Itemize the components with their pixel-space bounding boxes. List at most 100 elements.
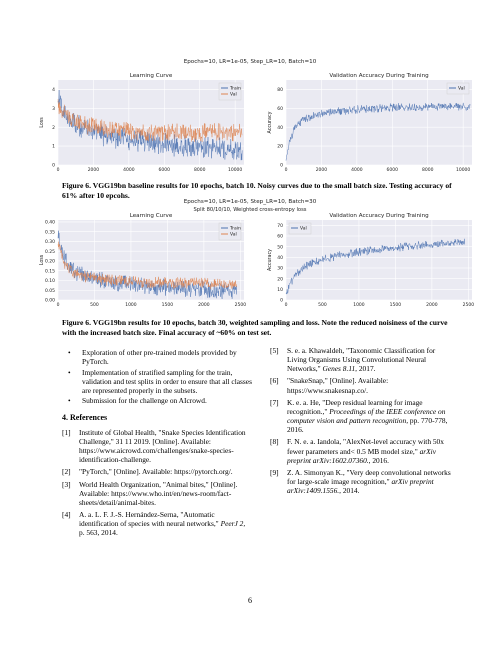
left-column: • Exploration of other pre-trained models… xyxy=(62,348,252,540)
x-tick-label: 4000 xyxy=(351,167,363,173)
x-tick-label: 0 xyxy=(57,167,60,173)
references-left: [1] Institute of Global Health, "Snake Sp… xyxy=(62,428,252,538)
legend-box xyxy=(218,82,242,101)
series-line xyxy=(57,99,243,142)
x-tick-label: 1000 xyxy=(125,302,137,308)
figure-2-caption: Figure 6. VGG19bn results for 10 epochs,… xyxy=(62,318,448,337)
y-tick-label: 80 xyxy=(277,87,283,93)
bullet-item: • Implementation of stratified sampling f… xyxy=(62,368,252,395)
reference-text: F. N. e. a. Iandola, "AlexNet-level accu… xyxy=(287,437,444,456)
legend-label: Val xyxy=(300,226,307,232)
reference-tail: , 2014. xyxy=(339,486,360,496)
y-tick-label: 70 xyxy=(277,223,283,229)
x-tick-label: 0 xyxy=(285,302,288,308)
series-line xyxy=(57,89,243,161)
y-tick-label: 40 xyxy=(277,255,283,261)
x-tick-label: 1000 xyxy=(353,302,365,308)
chart-title: Learning Curve xyxy=(130,73,173,79)
y-tick-label: 20 xyxy=(277,276,283,282)
reference-item: [7] K. e. a. He, "Deep residual learning … xyxy=(270,398,454,434)
y-tick-label: 60 xyxy=(277,234,283,240)
reference-venue: arXiv preprint arXiv:1602.07360. xyxy=(287,446,436,465)
series-line xyxy=(57,241,237,290)
chart-panel: 0 10 20 30 40 50 60 70 0 500 1000 1500 2000 2500 Valid… xyxy=(267,213,474,308)
figure-suptitle: Epochs=10, LR=1e-05, Step_LR=10, Batch=1… xyxy=(184,59,317,65)
series-line xyxy=(285,238,465,295)
y-tick-label: 2 xyxy=(52,125,55,131)
legend-label: Train xyxy=(229,86,241,92)
x-tick-label: 8000 xyxy=(422,167,434,173)
bullet-item: • Submission for the challenge on AIcrowd… xyxy=(62,396,252,405)
chart-panel: 0 1 2 3 4 0 2000 4000 6000 8000 10000 Learning Curv… xyxy=(39,73,244,173)
x-tick-label: 10000 xyxy=(228,167,242,173)
legend-label: Train xyxy=(229,226,241,232)
reference-tail: , 2016. xyxy=(368,455,389,465)
y-axis-label: Loss xyxy=(39,117,45,128)
reference-item: [1] Institute of Global Health, "Snake Sp… xyxy=(62,428,252,464)
reference-item: [2] "PyTorch," [Online]. Available: https… xyxy=(62,467,252,476)
series-line xyxy=(285,102,471,161)
x-tick-label: 2000 xyxy=(426,302,438,308)
plot-area xyxy=(286,80,472,165)
x-tick-label: 1500 xyxy=(390,302,402,308)
y-tick-label: 30 xyxy=(277,266,283,272)
chart-title: Validation Accuracy During Training xyxy=(329,73,429,79)
y-tick-label: 0.10 xyxy=(45,278,55,284)
x-tick-label: 2000 xyxy=(198,302,210,308)
reference-number: [2] xyxy=(62,467,71,477)
reference-number: [3] xyxy=(62,479,71,489)
legend-box xyxy=(288,222,312,235)
legend-box xyxy=(218,222,242,241)
reference-text: Z. A. Simonyan K., "Very deep convolutio… xyxy=(287,467,451,486)
reference-number: [1] xyxy=(62,427,71,437)
figure-2: Epochs=10, LR=1e-05, Step_LR=10, Batch=3… xyxy=(0,196,500,314)
y-tick-label: 0.20 xyxy=(45,259,55,265)
references-right: [5] S. e. a. Khawaldeh, "Taxonomic Classi… xyxy=(270,346,454,495)
y-axis-label: Accuracy xyxy=(267,249,273,271)
chart-title: Validation Accuracy During Training xyxy=(329,213,429,219)
figure-2-plots: Epochs=10, LR=1e-05, Step_LR=10, Batch=3… xyxy=(39,199,474,308)
reference-item: [9] Z. A. Simonyan K., "Very deep convolu… xyxy=(270,468,454,495)
bullet-item: • Exploration of other pre-trained models… xyxy=(62,348,252,366)
x-tick-label: 8000 xyxy=(194,167,206,173)
x-tick-label: 6000 xyxy=(159,167,171,173)
reference-venue: Proceedings of the IEEE conference on co… xyxy=(287,406,446,426)
references-heading: 4. References xyxy=(62,412,108,422)
y-axis-label: Accuracy xyxy=(267,111,273,133)
future-work-list: • Exploration of other pre-trained models… xyxy=(62,348,252,406)
x-tick-label: 0 xyxy=(57,302,60,308)
reference-tail: p. 563, 2014. xyxy=(79,528,118,538)
figure-suptitle: Epochs=10, LR=1e-05, Step_LR=10, Batch=3… xyxy=(184,199,317,205)
y-tick-label: 4 xyxy=(52,87,55,93)
y-tick-label: 60 xyxy=(277,106,283,112)
legend-box xyxy=(446,82,470,95)
legend-label: Val xyxy=(458,86,465,92)
x-tick-label: 4000 xyxy=(123,167,135,173)
x-tick-label: 2000 xyxy=(88,167,100,173)
bullet-dot-icon: • xyxy=(68,348,71,357)
reference-number: [9] xyxy=(270,467,279,477)
x-tick-label: 6000 xyxy=(387,167,399,173)
x-tick-label: 2000 xyxy=(316,167,328,173)
figure-1-plots: Epochs=10, LR=1e-05, Step_LR=10, Batch=1… xyxy=(39,59,472,173)
right-column: [5] S. e. a. Khawaldeh, "Taxonomic Classi… xyxy=(270,346,454,498)
reference-text: S. e. a. Khawaldeh, "Taxonomic Classific… xyxy=(287,346,436,374)
figure-1: Epochs=10, LR=1e-05, Step_LR=10, Batch=1… xyxy=(0,56,500,188)
figure-subtitle: Split 80/10/10, Weighted cross-entropy l… xyxy=(193,207,306,213)
y-tick-label: 0 xyxy=(52,163,55,169)
legend-label: Val xyxy=(230,232,237,238)
y-tick-label: 1 xyxy=(52,144,55,150)
bullet-text: Implementation of stratified sampling fo… xyxy=(82,367,252,395)
reference-item: [6] "SnakeSnap," [Online]. Available: htt… xyxy=(270,376,454,394)
y-tick-label: 0.35 xyxy=(45,229,55,235)
x-tick-label: 10000 xyxy=(456,167,470,173)
x-tick-label: 2500 xyxy=(463,302,475,308)
reference-text: World Health Organization, "Animal bites… xyxy=(79,479,238,507)
reference-number: [7] xyxy=(270,397,279,407)
plot-area xyxy=(286,220,472,300)
reference-number: [4] xyxy=(62,509,71,519)
y-tick-label: 0.30 xyxy=(45,239,55,245)
reference-venue: PeerJ 2, xyxy=(220,519,246,529)
